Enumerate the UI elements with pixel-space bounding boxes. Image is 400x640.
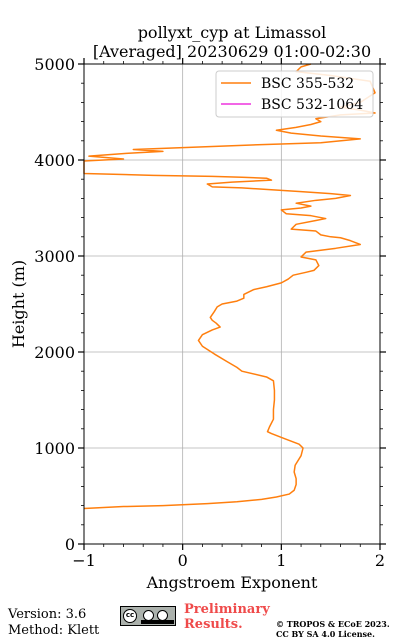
copyright-notice: © TROPOS & ECoE 2023. CC BY SA 4.0 Licen… xyxy=(276,619,390,639)
x-tick-label: 2 xyxy=(375,551,385,570)
series-line-0 xyxy=(83,63,376,510)
cc-by-sa-icon: cc xyxy=(120,606,176,626)
legend: BSC 355-532 BSC 532-1064 xyxy=(215,70,374,118)
chart-subtitle: [Averaged] 20230629 01:00-02:30 xyxy=(93,42,371,61)
y-tick-label: 2000 xyxy=(34,343,75,362)
license-bar xyxy=(141,620,174,624)
legend-label-bsc-532-1064: BSC 532-1064 xyxy=(261,97,363,113)
y-axis-label: Height (m) xyxy=(9,260,28,348)
y-tick-label: 1000 xyxy=(34,439,75,458)
plot-frame xyxy=(83,63,381,545)
method-label: Method: Klett xyxy=(8,623,100,638)
y-tick-label: 4000 xyxy=(34,151,75,170)
copyright-line-2: CC BY SA 4.0 License. xyxy=(276,629,375,639)
x-tick-label: 0 xyxy=(178,551,188,570)
preliminary-line-1: Preliminary xyxy=(184,602,270,617)
legend-box xyxy=(215,70,374,118)
preliminary-line-2: Results. xyxy=(184,617,243,632)
y-tick-label: 0 xyxy=(65,535,75,554)
x-tick-label: −1 xyxy=(72,551,96,570)
y-tick-label: 3000 xyxy=(34,247,75,266)
copyright-line-1: © TROPOS & ECoE 2023. xyxy=(276,619,390,629)
cc-circle-icon: cc xyxy=(123,609,137,623)
x-axis-label: Angstroem Exponent xyxy=(146,573,318,592)
chart-title: pollyxt_cyp at Limassol xyxy=(138,23,327,42)
y-tick-label: 5000 xyxy=(34,55,75,74)
version-label: Version: 3.6 xyxy=(8,607,87,622)
x-tick-label: 1 xyxy=(276,551,286,570)
legend-label-bsc-355-532: BSC 355-532 xyxy=(261,76,354,92)
preliminary-notice: Preliminary Results. xyxy=(184,602,270,632)
